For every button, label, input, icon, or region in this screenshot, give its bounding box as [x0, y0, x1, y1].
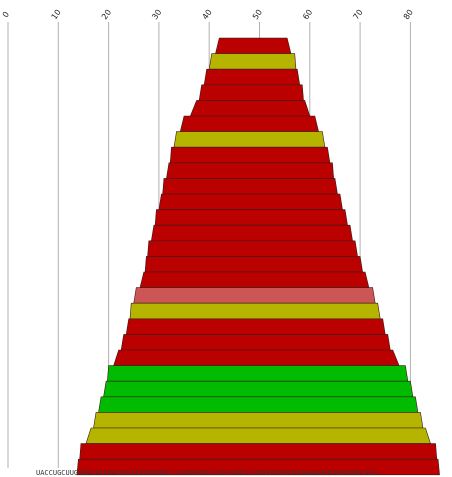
bar-row-2 — [208, 53, 297, 70]
bar-row-23 — [103, 380, 414, 398]
bar-row-12 — [154, 209, 348, 226]
x-tick-label-50: 50 — [251, 8, 264, 22]
bar-row-15 — [144, 256, 363, 273]
x-tick-label-20: 20 — [100, 8, 113, 22]
bar-row-13 — [151, 224, 353, 242]
bar-row-22 — [107, 365, 409, 382]
tick-label-layer: 0 10 20 30 40 50 60 70 80 — [1, 8, 415, 22]
bar-row-7 — [173, 131, 326, 148]
bar-row-4 — [198, 84, 304, 101]
x-tick-label-40: 40 — [201, 8, 214, 22]
bar-row-5 — [189, 100, 311, 117]
bar-row-10 — [162, 178, 338, 195]
bar-row-17 — [133, 287, 376, 304]
bar-row-25 — [93, 412, 424, 429]
x-tick-label-70: 70 — [351, 8, 364, 22]
bar-row-9 — [166, 162, 335, 179]
sequence-label: UACCUGCUUGGGACACAUACUUCUUUAUAUUCCCAUAUGA… — [36, 469, 377, 477]
x-tick-label-60: 60 — [301, 8, 314, 22]
x-tick-label-10: 10 — [50, 8, 63, 22]
bar-row-28 — [76, 458, 440, 476]
bar-row-11 — [158, 193, 343, 210]
bar-row-16 — [139, 271, 370, 288]
bar-row-24 — [98, 396, 419, 413]
bar-row-3 — [203, 68, 301, 86]
bar-row-21 — [113, 349, 400, 366]
bar-row-14 — [147, 240, 358, 257]
x-tick-label-30: 30 — [150, 8, 163, 22]
x-tick-label-80: 80 — [402, 8, 415, 22]
bar-row-27 — [79, 443, 438, 460]
bar-row-18 — [129, 302, 381, 320]
bar-row-19 — [125, 318, 386, 335]
x-tick-label-0: 0 — [1, 10, 11, 19]
bar-layer — [76, 37, 440, 476]
bar-row-8 — [169, 146, 331, 164]
bar-row-1 — [215, 37, 292, 54]
bar-row-20 — [120, 334, 391, 351]
bar-row-6 — [179, 115, 319, 132]
bar-row-26 — [85, 427, 431, 444]
